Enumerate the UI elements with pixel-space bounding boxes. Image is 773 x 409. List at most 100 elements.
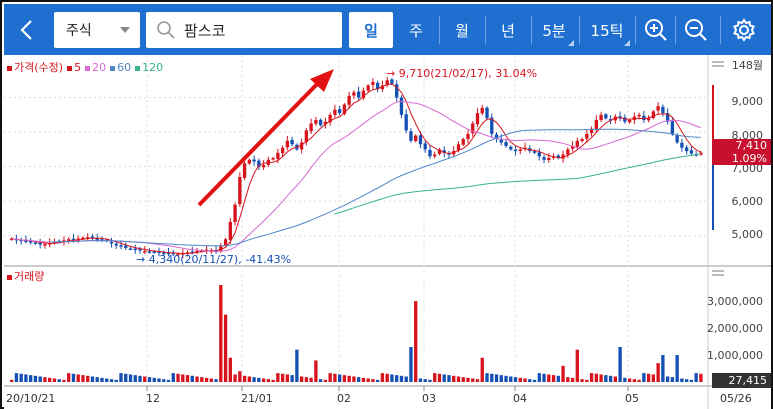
volume-bar xyxy=(475,379,480,382)
candle-body xyxy=(19,239,23,242)
scroll-handle-icon xyxy=(712,61,724,63)
chevron-left-icon xyxy=(20,19,32,40)
candle-body xyxy=(570,145,575,149)
volume-bar xyxy=(523,378,527,382)
divider xyxy=(579,16,580,44)
candle-body xyxy=(29,241,33,243)
candle-body xyxy=(485,107,489,119)
current-volume-tag: 27,415 xyxy=(712,373,771,388)
volume-bar xyxy=(442,374,446,382)
search-input[interactable] xyxy=(184,21,334,39)
divider xyxy=(531,16,532,44)
settings-button[interactable] xyxy=(726,12,762,48)
candle-body xyxy=(166,252,171,255)
price-tick: 148월 xyxy=(731,59,763,72)
volume-bar xyxy=(566,377,570,382)
zoom-in-button[interactable] xyxy=(638,12,674,48)
volume-bar xyxy=(185,375,190,382)
period-tab-year[interactable]: 년 xyxy=(486,12,530,48)
volume-bar xyxy=(67,373,71,382)
candle-body xyxy=(475,113,480,125)
volume-bar xyxy=(361,377,366,382)
period-tab-day[interactable]: 일 xyxy=(349,12,393,48)
candle-body xyxy=(680,142,684,148)
volume-bar xyxy=(257,377,261,382)
price-volume-chart[interactable] xyxy=(4,55,771,409)
candle-body xyxy=(204,249,209,252)
volume-bar xyxy=(490,373,494,382)
volume-bar xyxy=(176,373,180,382)
volume-bar xyxy=(604,375,608,382)
high-annotation: → 9,710(21/02/17), 31.04% xyxy=(386,67,538,80)
candle-body xyxy=(376,82,380,89)
legend-ma120: 120 xyxy=(142,60,164,74)
volume-bar xyxy=(513,377,518,382)
volume-bar xyxy=(114,379,118,382)
candle-body xyxy=(423,143,427,150)
volume-bar xyxy=(542,373,546,382)
period-label: 일 xyxy=(364,21,378,40)
volume-bar xyxy=(57,379,61,382)
period-tab-15tick[interactable]: 15틱 xyxy=(582,12,632,48)
candle-body xyxy=(176,253,180,256)
period-tab-5min[interactable]: 5분 xyxy=(532,12,576,48)
current-volume: 27,415 xyxy=(728,374,768,387)
volume-bar xyxy=(532,379,537,382)
candle-body xyxy=(81,237,85,240)
candle-body xyxy=(390,79,394,84)
candle-body xyxy=(542,157,546,160)
volume-bar xyxy=(675,355,679,382)
volume-bar xyxy=(290,375,294,382)
volume-bar xyxy=(285,374,290,382)
volume-bar xyxy=(143,376,147,382)
period-tab-week[interactable]: 주 xyxy=(394,12,438,48)
candle-body xyxy=(171,252,175,255)
zoom-in-icon xyxy=(645,19,667,41)
candle-body xyxy=(504,141,508,146)
volume-bar xyxy=(33,375,38,382)
volume-bar xyxy=(632,379,637,382)
candle-body xyxy=(357,91,361,98)
volume-bar xyxy=(247,376,251,382)
candle-body xyxy=(138,249,142,251)
volume-bar xyxy=(271,379,275,382)
volume-bar xyxy=(589,373,594,382)
period-tab-month[interactable]: 월 xyxy=(440,12,484,48)
candle-body xyxy=(665,113,670,122)
candle-body xyxy=(242,163,247,178)
volume-bar xyxy=(352,376,356,382)
candle-body xyxy=(119,245,123,247)
volume-bar xyxy=(342,375,347,382)
volume-bar xyxy=(466,377,470,382)
volume-bar xyxy=(518,377,522,382)
candle-body xyxy=(128,248,133,250)
candle-body xyxy=(333,109,337,115)
period-label: 15틱 xyxy=(590,21,624,40)
volume-bar xyxy=(38,376,42,382)
volume-bar xyxy=(133,375,137,382)
divider xyxy=(720,16,721,44)
volume-bar xyxy=(295,349,299,382)
candle-body xyxy=(124,245,128,248)
search-box[interactable] xyxy=(146,12,342,48)
candle-body xyxy=(399,97,404,115)
toolbar: 주식 일 주 월 년 5분 15틱 xyxy=(4,4,771,55)
zoom-out-button[interactable] xyxy=(678,12,714,48)
legend-ma20: 20 xyxy=(92,60,107,74)
volume-bar xyxy=(100,377,104,382)
chart-area[interactable]: 가격(수정) 5 20 60 120 거래량 148월 9,000 8,000 … xyxy=(4,55,771,409)
candle-body xyxy=(418,135,423,145)
candle-body xyxy=(337,109,342,114)
back-button[interactable] xyxy=(6,8,48,51)
market-select[interactable]: 주식 xyxy=(54,12,140,48)
volume-bar xyxy=(333,373,337,382)
x-tick: 05 xyxy=(625,392,639,405)
volume-bar xyxy=(376,379,380,382)
volume-bar xyxy=(219,285,223,382)
price-tick: 9,000 xyxy=(731,95,764,108)
candle-body xyxy=(285,140,290,148)
candle-body xyxy=(318,119,323,126)
volume-bar xyxy=(214,379,218,382)
candle-body xyxy=(342,104,347,114)
volume-bar xyxy=(109,379,114,382)
